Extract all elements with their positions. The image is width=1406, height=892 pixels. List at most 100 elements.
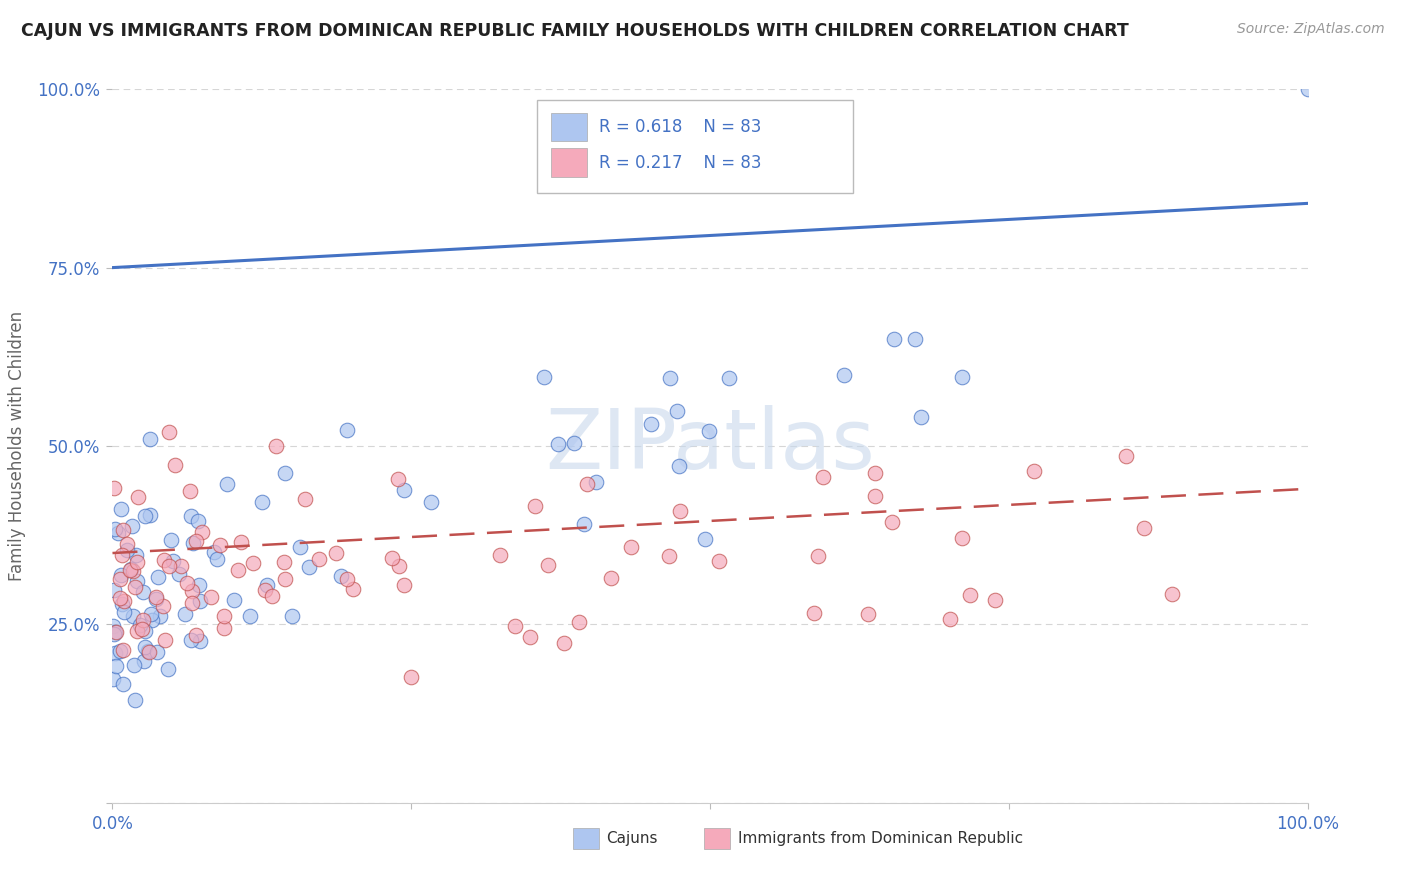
- Point: [111, 597, 134, 611]
- Point: [568, 615, 591, 629]
- Point: [1133, 521, 1156, 535]
- Point: [834, 368, 856, 382]
- Point: [298, 559, 321, 574]
- Point: [162, 554, 184, 568]
- Point: [665, 404, 688, 418]
- Point: [139, 607, 162, 621]
- Point: [104, 659, 127, 673]
- Point: [188, 594, 211, 608]
- Point: [273, 572, 295, 586]
- Point: [856, 607, 879, 621]
- Point: [104, 522, 127, 536]
- Point: [575, 477, 598, 491]
- Bar: [572, 828, 599, 849]
- Point: [157, 559, 180, 574]
- Y-axis label: Family Households with Children: Family Households with Children: [8, 311, 25, 581]
- Point: [153, 553, 176, 567]
- Point: [107, 526, 129, 541]
- Point: [336, 572, 359, 586]
- Point: [212, 621, 235, 635]
- Point: [125, 548, 148, 562]
- Point: [124, 580, 146, 594]
- Point: [132, 585, 155, 599]
- Point: [138, 432, 160, 446]
- Point: [125, 624, 148, 639]
- Point: [180, 596, 202, 610]
- Point: [145, 591, 167, 605]
- Point: [574, 516, 596, 531]
- Point: [562, 435, 585, 450]
- Point: [489, 548, 512, 562]
- Point: [939, 612, 962, 626]
- Point: [388, 558, 411, 573]
- Point: [308, 552, 330, 566]
- Point: [139, 508, 162, 523]
- Point: [187, 514, 209, 528]
- Point: [138, 645, 160, 659]
- Point: [134, 624, 156, 639]
- Point: [222, 592, 245, 607]
- Point: [904, 332, 927, 346]
- Point: [863, 466, 886, 480]
- Point: [125, 574, 148, 589]
- Point: [134, 640, 156, 655]
- Point: [121, 519, 143, 533]
- Point: [122, 609, 145, 624]
- Point: [523, 500, 546, 514]
- Point: [290, 540, 312, 554]
- Point: [127, 555, 149, 569]
- Point: [190, 525, 212, 540]
- Point: [620, 541, 643, 555]
- Point: [803, 606, 825, 620]
- Point: [1115, 450, 1137, 464]
- Point: [226, 563, 249, 577]
- Point: [157, 425, 180, 439]
- Point: [104, 624, 127, 639]
- Point: [170, 558, 193, 573]
- Point: [294, 492, 316, 507]
- Text: CAJUN VS IMMIGRANTS FROM DOMINICAN REPUBLIC FAMILY HOUSEHOLDS WITH CHILDREN CORR: CAJUN VS IMMIGRANTS FROM DOMINICAN REPUB…: [21, 22, 1129, 40]
- Point: [806, 549, 828, 564]
- Point: [176, 576, 198, 591]
- Point: [188, 634, 211, 648]
- Point: [104, 624, 127, 639]
- Point: [146, 570, 169, 584]
- Point: [883, 332, 905, 346]
- Bar: [551, 112, 586, 141]
- Text: ZIPatlas: ZIPatlas: [546, 406, 875, 486]
- Point: [138, 644, 160, 658]
- Point: [202, 545, 225, 559]
- Point: [111, 677, 134, 691]
- Point: [1161, 587, 1184, 601]
- Point: [910, 409, 932, 424]
- Point: [101, 619, 124, 633]
- Point: [1296, 82, 1319, 96]
- Point: [112, 605, 135, 619]
- Point: [187, 577, 209, 591]
- Point: [111, 642, 134, 657]
- Point: [117, 542, 139, 557]
- Point: [184, 534, 207, 549]
- Point: [108, 572, 131, 586]
- Text: Immigrants from Dominican Republic: Immigrants from Dominican Republic: [738, 831, 1022, 846]
- FancyBboxPatch shape: [537, 100, 853, 193]
- Point: [657, 549, 679, 563]
- Point: [537, 558, 560, 572]
- Point: [149, 608, 172, 623]
- Point: [325, 546, 347, 560]
- Point: [184, 628, 207, 642]
- Point: [103, 627, 125, 641]
- Point: [114, 593, 136, 607]
- Point: [111, 548, 134, 562]
- Point: [127, 490, 149, 504]
- Point: [952, 370, 974, 384]
- Point: [659, 370, 682, 384]
- Point: [262, 590, 284, 604]
- Point: [103, 646, 125, 660]
- Point: [132, 613, 155, 627]
- Point: [256, 578, 278, 592]
- Point: [122, 657, 145, 672]
- Point: [103, 582, 125, 597]
- Point: [274, 466, 297, 480]
- Point: [120, 562, 142, 576]
